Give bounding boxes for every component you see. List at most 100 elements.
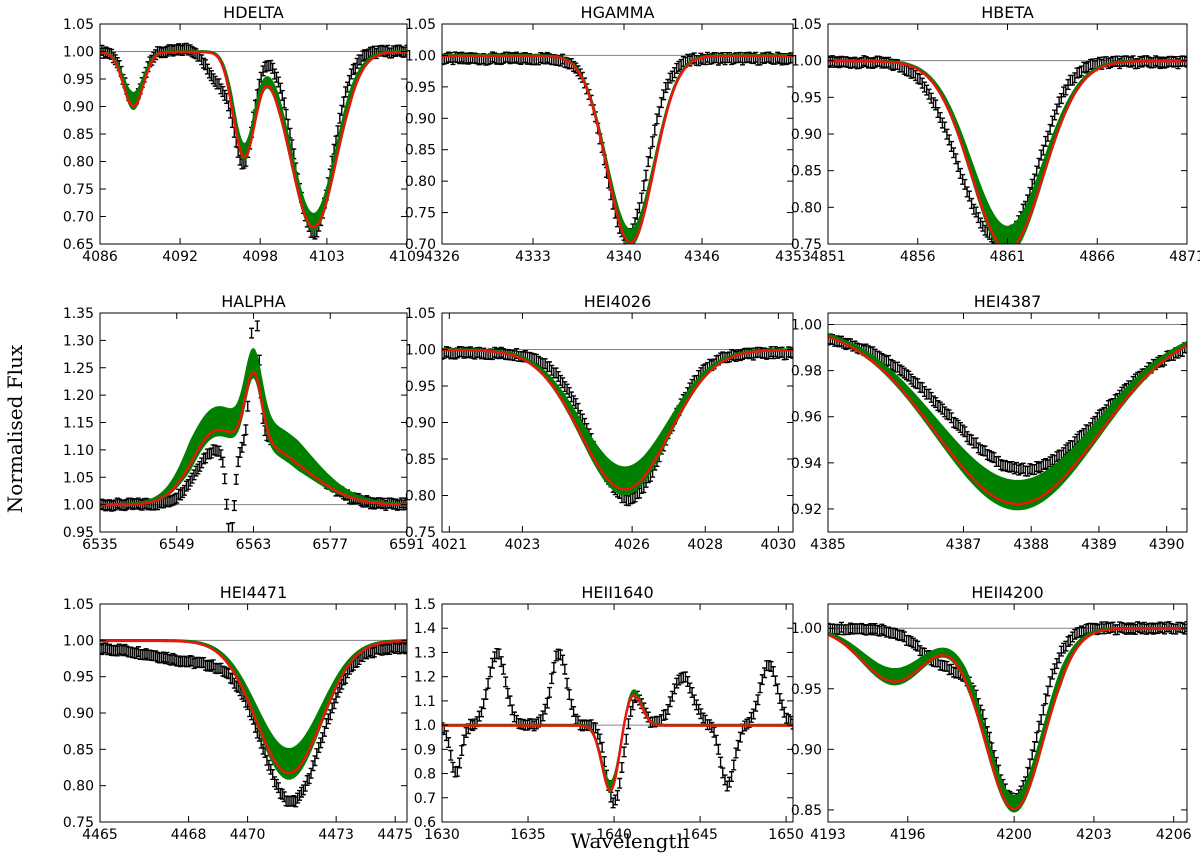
best-fit-line	[442, 54, 793, 244]
y-tick-label: 0.80	[405, 174, 436, 190]
x-tick-label: 4026	[614, 537, 650, 553]
best-fit-line	[828, 627, 1187, 810]
x-tick-label: 4346	[684, 249, 720, 265]
x-tick-label: 4387	[946, 537, 982, 553]
y-tick-label: 1.15	[63, 416, 94, 432]
y-tick-label: 0.85	[63, 742, 94, 758]
y-tick-label: 1.4	[414, 621, 436, 637]
y-tick-label: 1.20	[63, 388, 94, 404]
x-tick-label: 4468	[171, 827, 207, 843]
x-tick-label: 4103	[309, 249, 345, 265]
observed-errorbars	[828, 333, 1187, 477]
y-tick-label: 1.00	[405, 48, 436, 64]
plot-area	[100, 638, 407, 808]
panel-halpha: HALPHA 6535 6549 6563 6577 6591 0.95 1.00 1.05 1.…	[63, 292, 425, 553]
y-tick-label: 1.3	[414, 645, 436, 661]
y-tick-label: 0.75	[791, 237, 822, 253]
x-tick-label: 4389	[1081, 537, 1117, 553]
x-tick-label: 4856	[900, 249, 936, 265]
panel-title: HGAMMA	[581, 3, 655, 22]
plot-area	[100, 320, 407, 532]
observed-series	[828, 621, 1187, 806]
y-tick-label: 1.05	[63, 597, 94, 613]
x-tick-label: 4475	[377, 827, 413, 843]
observed-series	[828, 333, 1187, 477]
x-tick-label: 6563	[236, 537, 272, 553]
plot-area	[442, 346, 793, 507]
x-tick-label: 4098	[242, 249, 278, 265]
x-tick-label: 4086	[82, 249, 118, 265]
y-tick-label: 1.0	[414, 718, 436, 734]
y-tick-label: 0.90	[405, 416, 436, 432]
x-tick-label: 4388	[1013, 537, 1049, 553]
x-tick-label: 4851	[810, 249, 846, 265]
y-tick-label: 0.75	[63, 182, 94, 198]
model-band	[100, 347, 407, 506]
plot-area	[828, 324, 1187, 511]
plot-frame	[827, 603, 1188, 823]
panel-title: HEII4200	[971, 583, 1043, 602]
y-tick-label: 1.05	[405, 17, 436, 33]
y-tick-label: 1.30	[63, 333, 94, 349]
y-tick-label: 0.65	[63, 237, 94, 253]
y-tick-label: 0.80	[63, 779, 94, 795]
x-tick-label: 6591	[389, 537, 425, 553]
plot-area	[828, 621, 1187, 813]
y-tick-label: 0.95	[405, 379, 436, 395]
y-tick-label: 0.96	[791, 410, 822, 426]
x-axis-label: Wavelength	[571, 829, 690, 853]
x-tick-label: 4021	[431, 537, 467, 553]
panel-heii4200: HEII4200 4193 4196 4200 4203 4206 0.85 0.90 0.95…	[791, 583, 1192, 843]
y-tick-label: 0.75	[405, 206, 436, 222]
best-fit-line	[100, 50, 407, 229]
plot-frame	[441, 603, 794, 823]
y-tick-label: 0.6	[414, 815, 436, 831]
x-tick-label: 6549	[159, 537, 195, 553]
y-tick-label: 0.95	[791, 682, 822, 698]
y-tick-label: 0.92	[791, 502, 822, 518]
x-tick-label: 4333	[515, 249, 551, 265]
observed-errorbars	[442, 647, 793, 809]
y-tick-label: 0.75	[63, 815, 94, 831]
observed-series	[828, 55, 1187, 244]
plot-area	[100, 42, 407, 240]
panel-hei4471: HEI4471 4465 4468 4470 4473 4475 0.75 0.80 0.85 0…	[63, 583, 413, 843]
x-tick-label: 4092	[162, 249, 198, 265]
y-axis-label: Normalised Flux	[3, 344, 27, 513]
y-tick-label: 0.90	[791, 127, 822, 143]
x-tick-label: 4200	[996, 827, 1032, 843]
y-tick-label: 1.2	[414, 670, 436, 686]
plot-frame	[827, 312, 1188, 533]
y-tick-label: 0.90	[63, 100, 94, 116]
x-tick-label: 1630	[424, 827, 460, 843]
panel-grid: HDELTA 4086 4092 4098 4103 4109 0.65 0.70 0.75 0.…	[63, 3, 1200, 843]
x-tick-label: 6577	[312, 537, 348, 553]
x-tick-label: 4109	[389, 249, 425, 265]
best-fit-line	[442, 348, 793, 491]
x-tick-label: 4196	[890, 827, 926, 843]
best-fit-line	[100, 370, 407, 507]
y-tick-label: 1.05	[63, 17, 94, 33]
best-fit-line	[828, 335, 1187, 506]
x-tick-label: 4866	[1079, 249, 1115, 265]
panel-heii1640: HEII1640 1630 1635 1640 1645 1650 0.6 0.7 0.8 0.9…	[414, 583, 804, 843]
y-tick-label: 0.8	[414, 767, 436, 783]
panel-hei4026: HEI4026 4021 4023 4026 4028 4030 0.75 0.80 0.85 0…	[405, 292, 796, 553]
y-tick-label: 1.00	[63, 45, 94, 61]
x-tick-label: 4470	[230, 827, 266, 843]
y-tick-label: 0.98	[791, 364, 822, 380]
panel-title: HEII1640	[581, 583, 653, 602]
plot-area	[442, 51, 793, 244]
y-tick-label: 0.85	[63, 127, 94, 143]
y-tick-label: 0.80	[63, 155, 94, 171]
y-tick-label: 1.1	[414, 694, 436, 710]
y-tick-label: 0.95	[63, 72, 94, 88]
plot-area	[828, 55, 1187, 244]
x-tick-label: 4465	[82, 827, 118, 843]
best-fit-line	[442, 693, 793, 792]
x-tick-label: 1640	[596, 827, 632, 843]
x-tick-label: 4023	[505, 537, 541, 553]
y-tick-label: 0.94	[791, 456, 822, 472]
y-tick-label: 0.85	[405, 143, 436, 159]
y-tick-label: 0.7	[414, 791, 436, 807]
